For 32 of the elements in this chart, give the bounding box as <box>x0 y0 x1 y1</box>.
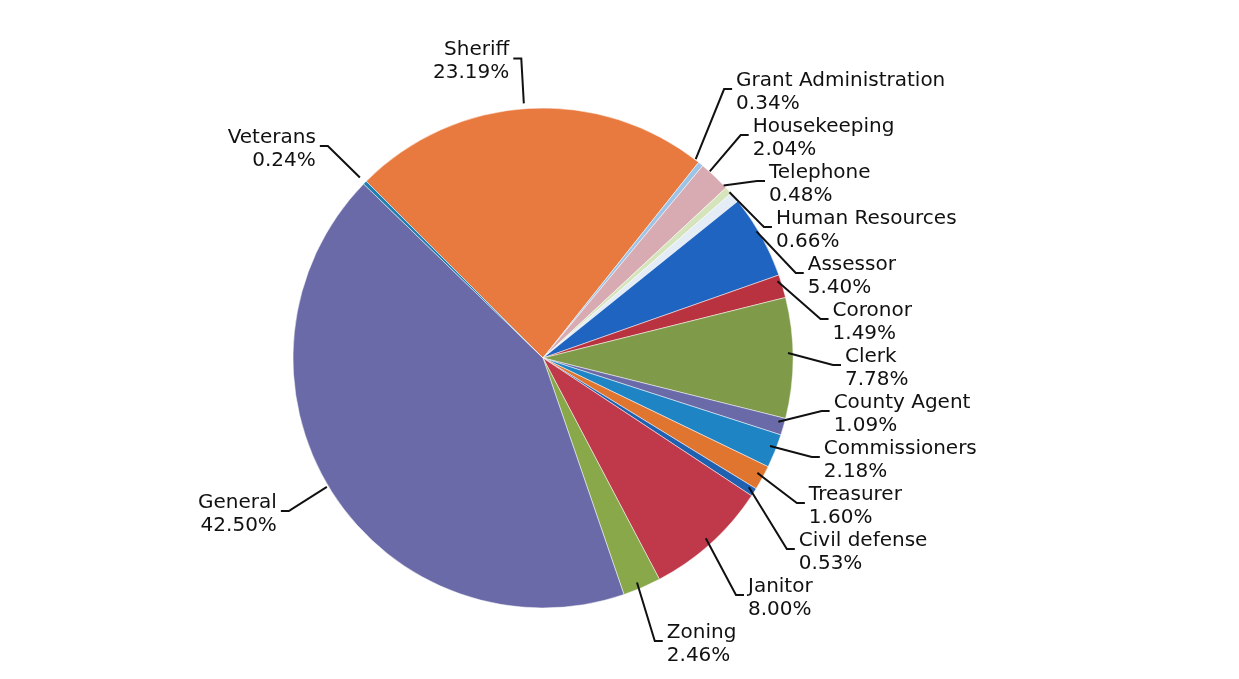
slice-label: Veterans <box>227 123 316 148</box>
slice-label: Housekeeping <box>752 113 895 137</box>
slice-label: Zoning <box>666 619 737 643</box>
slice-label: General <box>198 488 277 513</box>
data-label: 1.60% <box>808 504 873 528</box>
slice-label: Human Resources <box>775 205 957 229</box>
slice-label: Commissioners <box>823 435 977 459</box>
data-label: 2.18% <box>823 458 888 482</box>
data-label: 0.24% <box>252 146 316 171</box>
slice-label: Coronor <box>832 297 913 321</box>
data-label: 2.46% <box>666 642 731 666</box>
data-label: 5.40% <box>807 274 872 298</box>
slice-label: Janitor <box>745 573 814 597</box>
slice-label: Clerk <box>845 343 898 367</box>
slice-label: Civil defense <box>798 527 928 551</box>
data-label: 42.50% <box>200 511 277 536</box>
data-label: 8.00% <box>747 596 812 620</box>
data-label: 0.53% <box>798 550 863 574</box>
slice-label: County Agent <box>833 389 971 413</box>
slice-label: Telephone <box>768 159 871 183</box>
data-label: 0.48% <box>769 182 833 206</box>
data-label: 7.78% <box>845 366 909 390</box>
data-label: 1.09% <box>833 412 898 436</box>
data-label: 0.66% <box>775 228 840 252</box>
data-label: 0.34% <box>736 90 800 114</box>
slice-label: Assessor <box>807 251 897 275</box>
slice-label: Treasurer <box>807 481 903 505</box>
data-label: 23.19% <box>433 59 510 84</box>
data-label: 1.49% <box>832 320 897 344</box>
slice-label: Grant Administration <box>736 67 946 91</box>
data-label: 2.04% <box>752 136 817 160</box>
slice-label: Sheriff <box>444 36 511 61</box>
